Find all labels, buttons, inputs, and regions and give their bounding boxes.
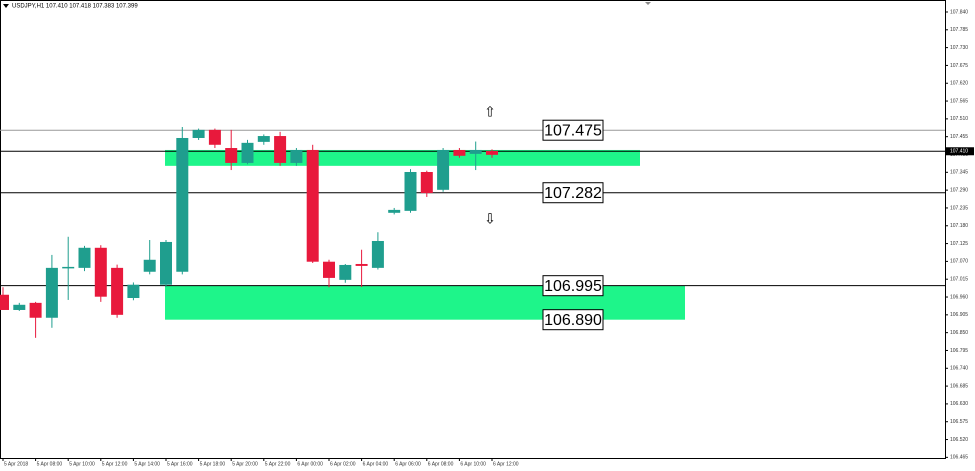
candle-body [62, 266, 75, 269]
x-tick-label: 5 Apr 14:00 [134, 461, 160, 467]
candle-body [160, 241, 172, 285]
y-tick-label: 106.685 [950, 383, 968, 389]
candle-body [45, 267, 58, 318]
x-tick-label: 5 Apr 16:00 [167, 461, 193, 467]
candle-body [143, 259, 156, 272]
candle-body [0, 294, 9, 310]
plot-frame [0, 0, 946, 459]
y-tick-label: 106.960 [950, 294, 968, 300]
candle-body [13, 304, 26, 310]
level-label: 107.282 [544, 185, 602, 202]
x-tick-label: 6 Apr 04:00 [363, 461, 389, 467]
y-tick-label: 107.015 [950, 277, 968, 283]
y-tick-label: 106.905 [950, 312, 968, 318]
candle-body [388, 209, 401, 213]
candle-body [306, 149, 319, 262]
y-tick-label: 107.840 [950, 9, 968, 15]
candle-body [290, 149, 303, 163]
candle-body [111, 267, 124, 315]
y-tick-label: 107.070 [950, 259, 968, 265]
candle-body [339, 264, 352, 280]
candle-body [486, 150, 498, 155]
candle-body [323, 261, 335, 278]
x-tick-label: 5 Apr 18:00 [200, 461, 226, 467]
y-tick-label: 106.630 [950, 401, 968, 407]
candle-body [225, 148, 238, 163]
candle-body [355, 263, 368, 266]
y-tick-label: 106.520 [950, 437, 968, 443]
y-tick-label: 107.785 [950, 27, 968, 33]
x-tick-label: 6 Apr 06:00 [395, 461, 421, 467]
scroll-marker [645, 2, 651, 5]
candle-body [241, 142, 254, 163]
level-label-box [542, 275, 604, 297]
level-label: 106.995 [544, 278, 602, 295]
candle-body [208, 129, 221, 145]
candle-body [371, 240, 384, 268]
candle-body [176, 137, 189, 272]
y-tick-label: 107.675 [950, 63, 968, 69]
candle-body [257, 136, 270, 142]
x-tick-label: 5 Apr 08:00 [37, 461, 63, 467]
y-tick-label: 106.575 [950, 419, 968, 425]
current-price-label: 107.410 [950, 149, 968, 155]
x-tick-label: 5 Apr 12:00 [102, 461, 128, 467]
level-label: 107.475 [544, 122, 602, 139]
level-label: 106.890 [544, 312, 602, 329]
chart-title: USDJPY,H1 107.410 107.418 107.383 107.39… [12, 4, 138, 10]
y-tick-label: 106.850 [950, 330, 968, 336]
y-tick-label: 106.795 [950, 348, 968, 354]
x-tick-label: 5 Apr 10:00 [69, 461, 95, 467]
y-tick-label: 107.620 [950, 81, 968, 87]
x-tick-label: 5 Apr 22:00 [265, 461, 291, 467]
y-tick-label: 107.565 [950, 98, 968, 104]
x-tick-label: 6 Apr 10:00 [460, 461, 486, 467]
candle-body [29, 302, 42, 318]
x-tick-label: 6 Apr 02:00 [330, 461, 356, 467]
y-tick-label: 107.125 [950, 241, 968, 247]
x-tick-label: 5 Apr 2018 [4, 461, 28, 467]
x-tick-label: 6 Apr 08:00 [428, 461, 454, 467]
x-tick-label: 6 Apr 00:00 [297, 461, 323, 467]
y-tick-label: 107.345 [950, 170, 968, 176]
menu-arrow[interactable] [3, 4, 9, 8]
candle-body [453, 149, 466, 156]
down-arrow: ⇩ [484, 211, 496, 227]
candle-body [94, 247, 107, 297]
level-label-box [542, 182, 604, 204]
y-tick-label: 107.235 [950, 205, 968, 211]
up-arrow: ⇧ [484, 104, 496, 120]
y-tick-label: 107.455 [950, 134, 968, 140]
zone [165, 285, 685, 320]
x-tick-label: 5 Apr 20:00 [232, 461, 258, 467]
level-label-box [542, 119, 604, 141]
y-tick-label: 107.730 [950, 45, 968, 51]
y-tick-label: 106.465 [950, 455, 968, 461]
y-tick-label: 107.510 [950, 116, 968, 122]
candle-body [420, 171, 433, 194]
y-tick-label: 107.290 [950, 187, 968, 193]
y-tick-label: 106.740 [950, 366, 968, 372]
candle-body [127, 284, 140, 298]
candle-body [274, 136, 287, 163]
level-label-box [542, 309, 604, 331]
candle-body [192, 129, 205, 138]
candle-body [469, 149, 482, 154]
x-tick-label: 6 Apr 12:00 [493, 461, 519, 467]
candle-body [78, 247, 91, 268]
y-tick-label: 107.180 [950, 223, 968, 229]
current-price-box [946, 147, 974, 156]
candle-body [404, 171, 417, 211]
candle-body [437, 149, 450, 190]
